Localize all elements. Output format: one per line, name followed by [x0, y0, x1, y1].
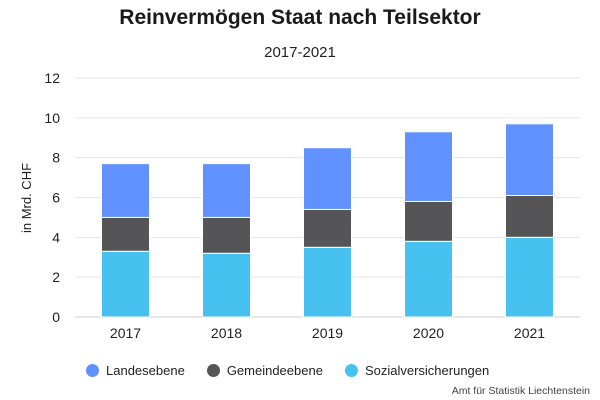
y-tick-label: 8 [52, 150, 60, 166]
bar-sozialversicherungen-2018[interactable] [202, 252, 251, 318]
legend-item-sozialversicherungen[interactable]: Sozialversicherungen [344, 363, 490, 378]
y-tick-label: 0 [52, 309, 60, 325]
bar-gemeindeebene-2021[interactable] [505, 195, 554, 238]
y-tick-labels: 0 2 4 6 8 10 12 [44, 70, 60, 325]
x-tick-label: 2019 [312, 325, 343, 341]
bar-gemeindeebene-2020[interactable] [404, 200, 453, 242]
bar-sozialversicherungen-2017[interactable] [101, 250, 150, 318]
bar-sozialversicherungen-2021[interactable] [505, 236, 554, 318]
bar-gemeindeebene-2018[interactable] [202, 216, 251, 254]
bar-sozialversicherungen-2019[interactable] [303, 246, 352, 318]
x-tick-label: 2017 [110, 325, 141, 341]
x-tick-label: 2018 [211, 325, 242, 341]
y-tick-label: 2 [52, 269, 60, 285]
y-tick-label: 12 [44, 70, 60, 86]
bar-landesebene-2017[interactable] [101, 163, 150, 218]
y-tick-label: 10 [44, 110, 60, 126]
legend-swatch [86, 364, 99, 377]
legend-label: Sozialversicherungen [364, 363, 490, 378]
chart-subtitle: 2017-2021 [264, 44, 336, 61]
x-tick-label: 2020 [413, 325, 444, 341]
legend-swatch [206, 364, 220, 377]
bar-gemeindeebene-2019[interactable] [303, 208, 352, 248]
legend-swatch [344, 364, 358, 377]
bars [101, 123, 554, 318]
legend-label: Gemeindeebene [226, 363, 323, 378]
y-axis-label: in Mrd. CHF [19, 163, 34, 233]
x-tick-label: 2021 [514, 325, 545, 341]
y-tick-label: 6 [52, 190, 60, 206]
bar-sozialversicherungen-2020[interactable] [404, 240, 453, 318]
legend-item-landesebene[interactable]: Landesebene [86, 363, 185, 378]
y-tick-label: 4 [52, 229, 60, 245]
legend-label: Landesebene [106, 363, 185, 378]
x-tick-labels: 2017 2018 2019 2020 2021 [110, 325, 545, 341]
chart-title: Reinvermögen Staat nach Teilsektor [119, 6, 481, 29]
bar-gemeindeebene-2017[interactable] [101, 216, 150, 252]
bar-landesebene-2020[interactable] [404, 131, 453, 202]
legend-item-gemeindeebene[interactable]: Gemeindeebene [206, 363, 323, 378]
legend: Landesebene Gemeindeebene Sozialversicheru… [86, 363, 511, 378]
bar-landesebene-2019[interactable] [303, 147, 352, 210]
grid-lines [75, 77, 580, 318]
bar-landesebene-2018[interactable] [202, 163, 251, 218]
bar-landesebene-2021[interactable] [505, 123, 554, 197]
source-note: Amt für Statistik Liechtenstein [451, 385, 590, 397]
